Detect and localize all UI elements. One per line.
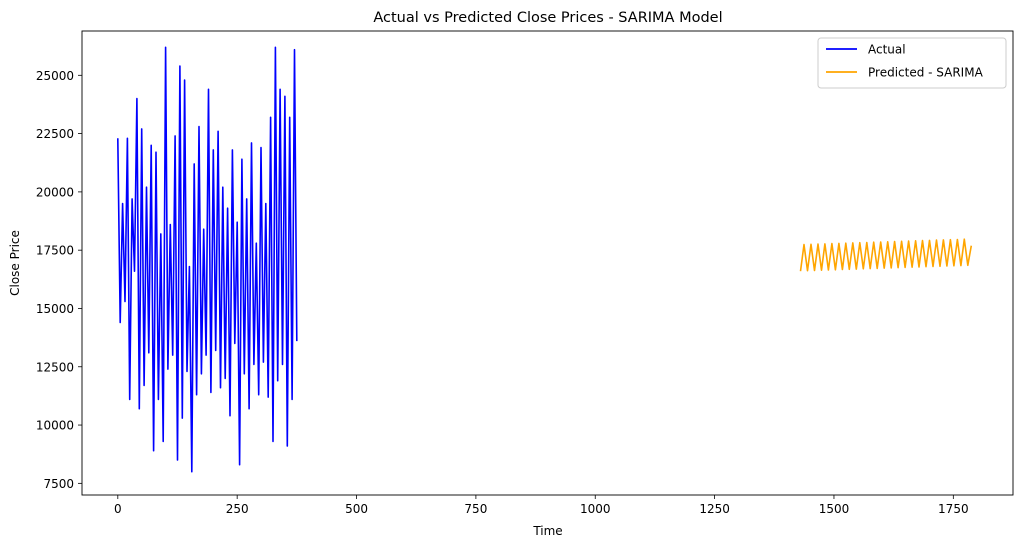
y-tick-label: 15000 [36,302,74,316]
y-tick-label: 10000 [36,419,74,433]
series-line-actual [117,46,298,473]
x-tick-label: 750 [464,502,487,516]
y-tick-label: 20000 [36,185,74,199]
x-tick-label: 1750 [938,502,969,516]
y-tick-label: 7500 [43,477,74,491]
y-tick-label: 25000 [36,69,74,83]
plot-frame [81,30,1014,496]
y-axis-label: Close Price [8,230,22,296]
x-tick-label: 1500 [819,502,850,516]
legend: Actual Predicted - SARIMA [817,37,1007,89]
chart-title: Actual vs Predicted Close Prices - SARIM… [373,10,722,26]
x-tick-label: 500 [345,502,368,516]
legend-label-predicted: Predicted - SARIMA [868,66,984,80]
series-line-predicted [799,238,973,272]
y-tick-label: 17500 [36,244,74,258]
x-tick-label: 250 [226,502,249,516]
x-tick-label: 1000 [580,502,611,516]
legend-box [817,37,1007,89]
legend-label-actual: Actual [868,43,906,57]
y-tick-label: 22500 [36,127,74,141]
plot-lines [117,46,973,473]
x-axis: 0 250 500 750 1000 1250 1500 1750 [114,495,969,516]
x-tick-label: 1250 [699,502,730,516]
x-tick-label: 0 [114,502,122,516]
x-axis-label: Time [532,524,562,538]
y-tick-label: 12500 [36,360,74,374]
y-axis: 7500 10000 12500 15000 17500 20000 22500 25000 [36,69,82,491]
